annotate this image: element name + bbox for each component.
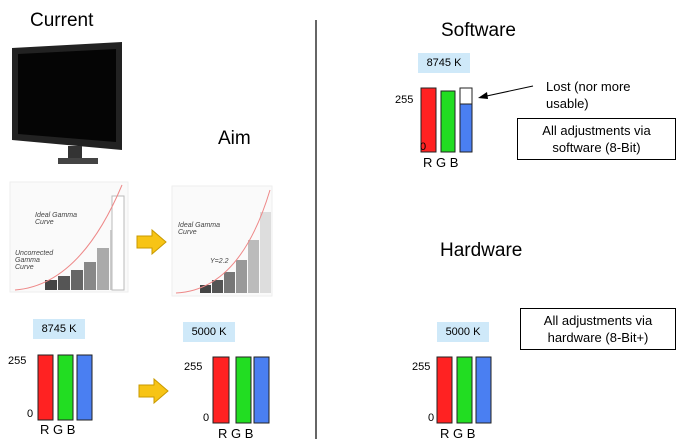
- max-label: 255: [184, 361, 202, 373]
- heading: Aim: [218, 128, 251, 150]
- gamma-label: Uncorrected Gamma Curve: [15, 250, 60, 271]
- graphics: [0, 0, 678, 439]
- min-label: 0: [203, 412, 209, 424]
- heading: Hardware: [440, 240, 522, 262]
- temperature: 5000 K: [437, 322, 489, 342]
- pointer: [478, 86, 533, 99]
- min-label: 0: [420, 141, 426, 153]
- note: All adjustments via hardware (8-Bit+): [520, 308, 676, 350]
- gamma-label: Y=2.2: [210, 258, 240, 265]
- channels: R G B: [40, 422, 75, 437]
- gamma-chart: [172, 186, 272, 296]
- page: Current Aim Software Hardware 8745 K 255…: [0, 0, 678, 439]
- channels: R G B: [218, 426, 253, 439]
- rgb-bars: [421, 88, 472, 152]
- heading: Software: [441, 20, 516, 42]
- channels: R G B: [440, 426, 475, 439]
- max-label: 255: [412, 361, 430, 373]
- arrow: [137, 230, 166, 254]
- annotation: Lost (nor more usable): [546, 78, 656, 112]
- min-label: 0: [27, 408, 33, 420]
- monitor: [12, 42, 122, 164]
- rgb-bars: [437, 357, 491, 423]
- arrow: [139, 379, 168, 403]
- temperature: 8745 K: [33, 319, 85, 339]
- channels: R G B: [423, 155, 458, 170]
- rgb-bars: [38, 355, 92, 420]
- gamma-label: Ideal Gamma Curve: [35, 212, 95, 226]
- temperature: 5000 K: [183, 322, 235, 342]
- rgb-bars: [213, 357, 269, 423]
- min-label: 0: [428, 412, 434, 424]
- gamma-label: Ideal Gamma Curve: [178, 222, 238, 236]
- max-label: 255: [395, 94, 413, 106]
- max-label: 255: [8, 355, 26, 367]
- heading: Current: [30, 10, 93, 32]
- note: All adjustments via software (8-Bit): [517, 118, 676, 160]
- temperature: 8745 K: [418, 53, 470, 73]
- gamma-chart: [10, 182, 128, 292]
